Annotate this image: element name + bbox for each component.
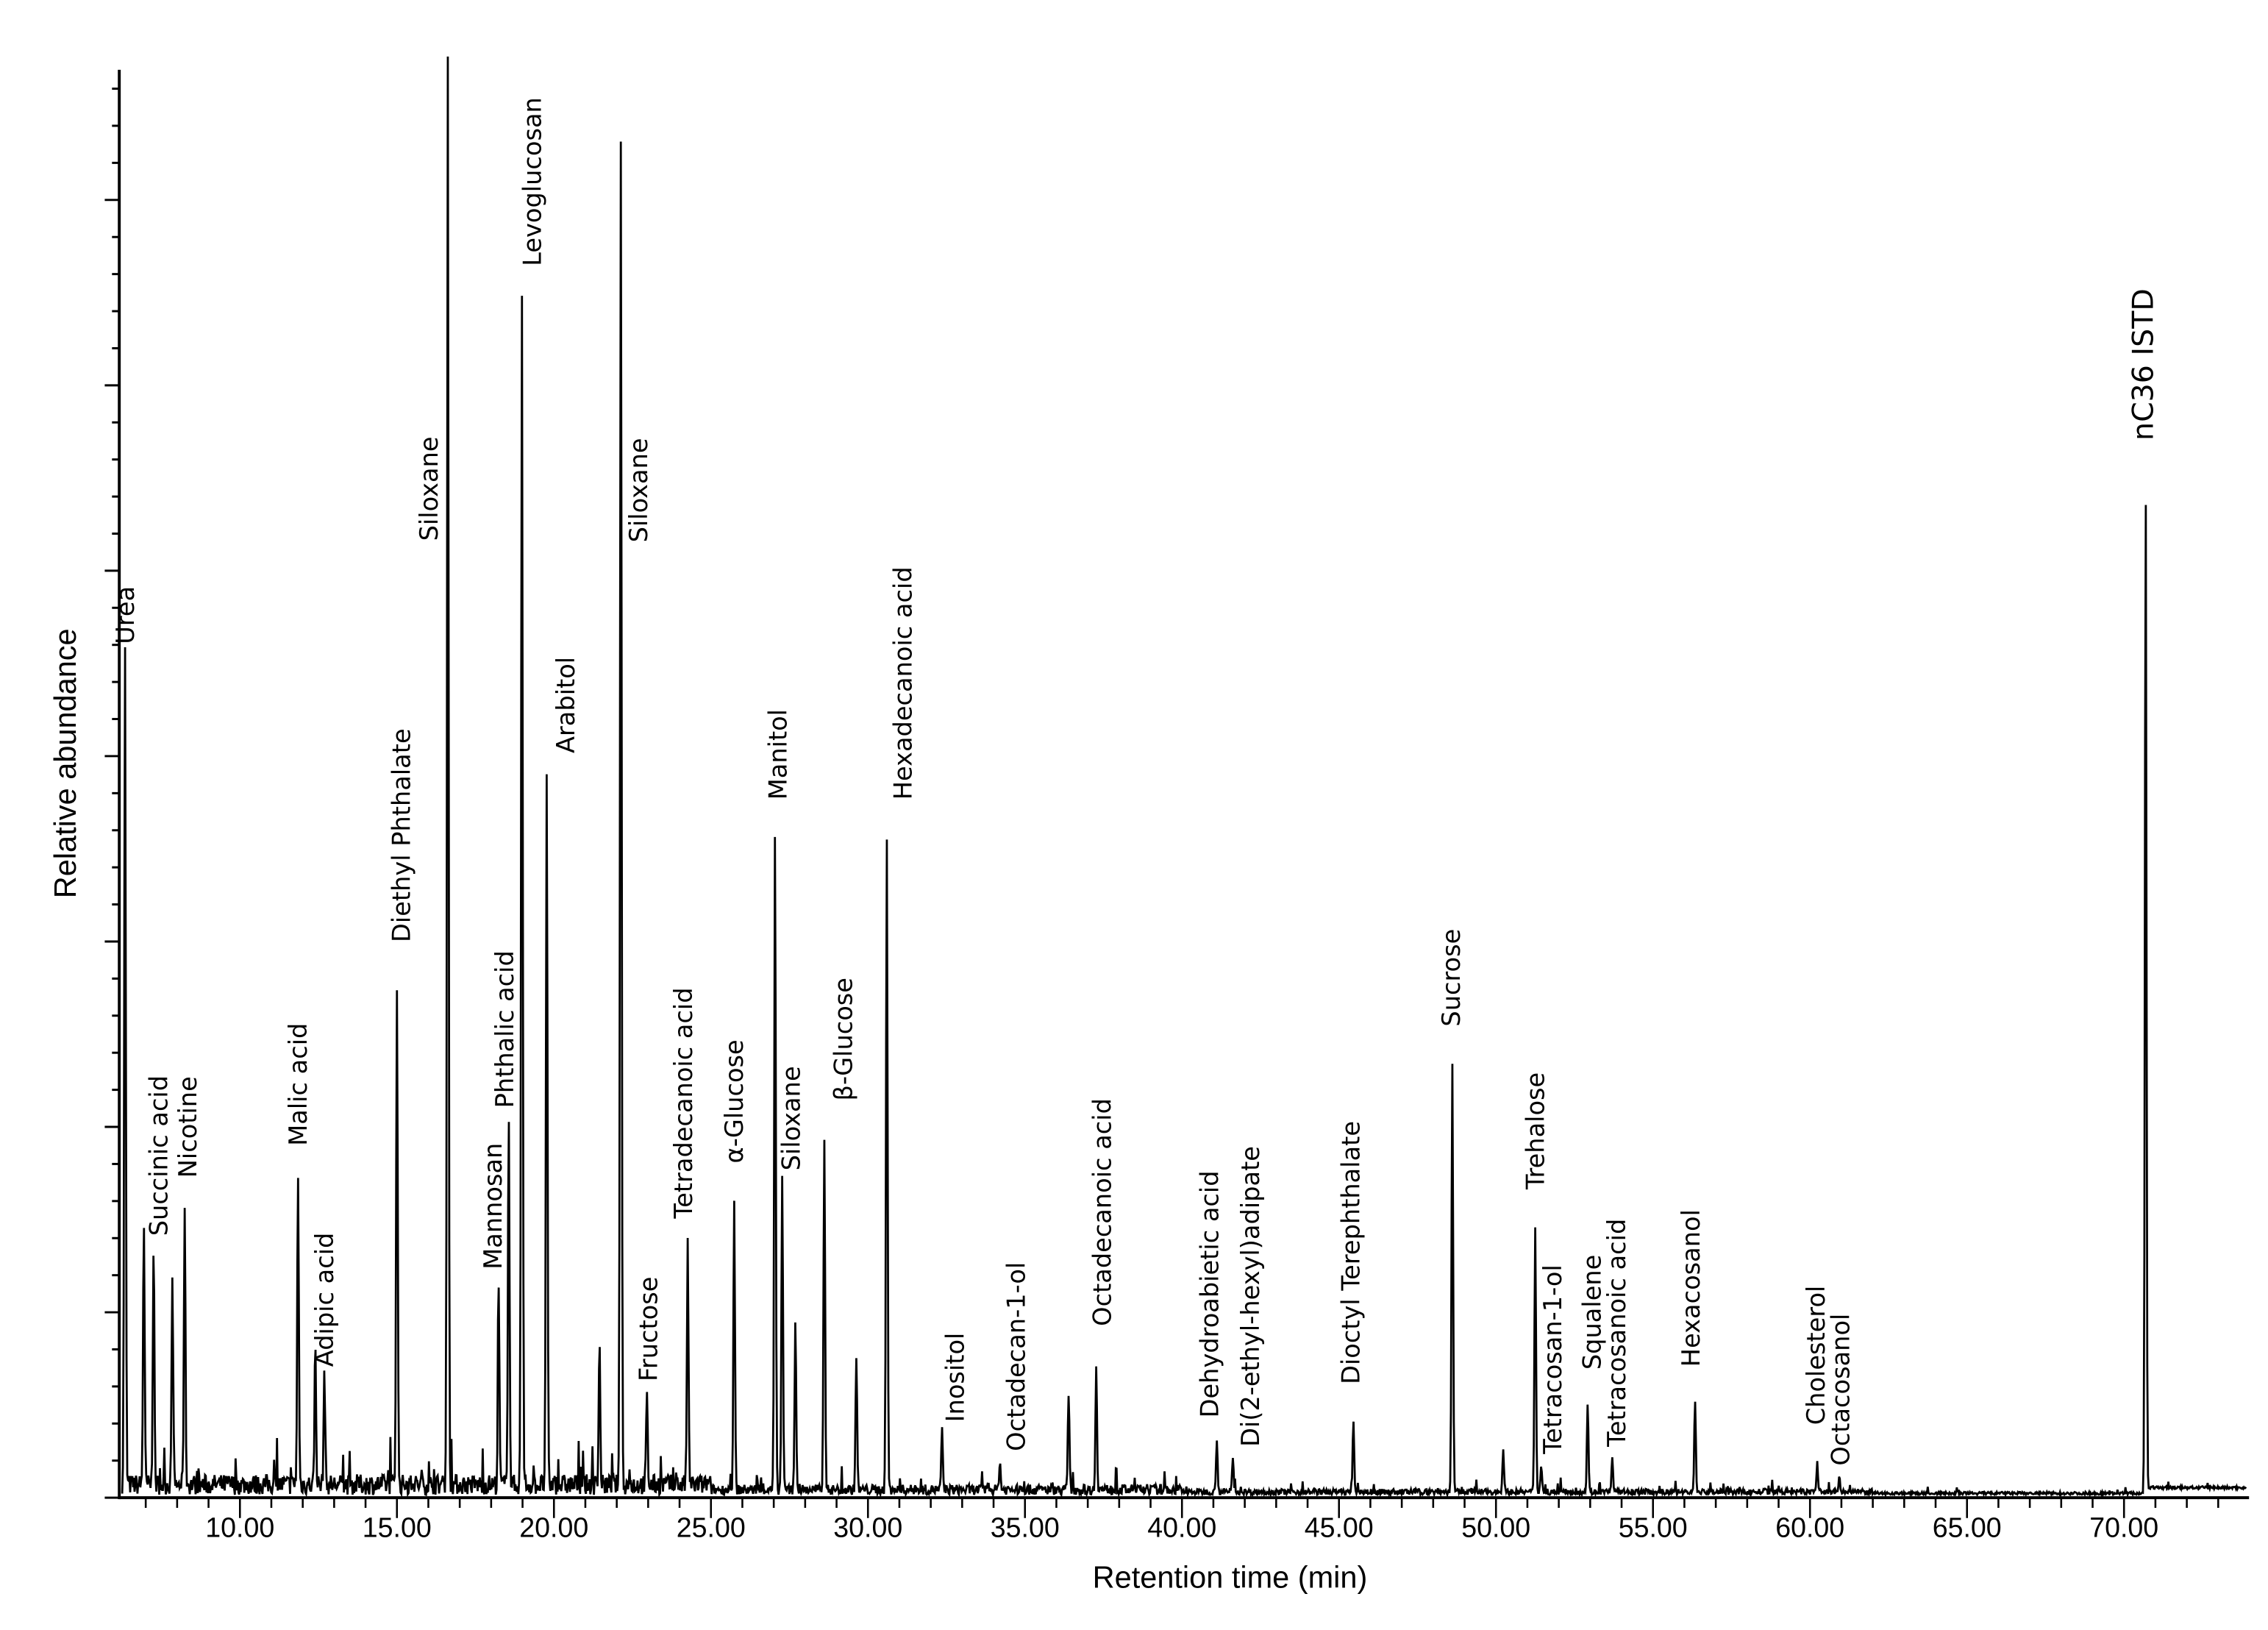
x-axis-label: Retention time (min) [1093, 1560, 1368, 1595]
x-ticks [144, 1498, 2219, 1518]
x-tick-label: 55.00 [1619, 1512, 1688, 1542]
peak-label: Trehalose [1521, 1072, 1550, 1190]
peak-label: Inositol [941, 1333, 970, 1423]
peak-label: Dioctyl Terephthalate [1336, 1121, 1365, 1384]
x-tick-label: 65.00 [1933, 1512, 2002, 1542]
x-tick-label: 20.00 [519, 1512, 588, 1542]
x-tick-labels: 10.00 15.00 20.00 25.00 30.00 35.00 40.00 45.00… [205, 1512, 2158, 1542]
peak-label: Phthalic acid [491, 950, 519, 1108]
x-tick-label: 35.00 [991, 1512, 1060, 1542]
peak-label: Mannosan [479, 1143, 507, 1270]
peak-label: Diethyl Phthalate [388, 728, 416, 942]
peak-label: Hexadecanoic acid [889, 566, 918, 800]
peak-label: Adipic acid [310, 1233, 339, 1367]
peak-label: Levoglucosan [518, 97, 546, 266]
x-tick-label: 25.00 [677, 1512, 746, 1542]
chromatogram-trace [121, 56, 2247, 1499]
peak-label: Hexacosanol [1677, 1209, 1705, 1367]
y-axis-label: Relative abundance [48, 628, 82, 898]
peak-label: Urea [111, 586, 140, 644]
peak-label: Di(2-ethyl-hexyl)adipate [1236, 1146, 1265, 1447]
peak-label: nC36 ISTD [2127, 288, 2161, 441]
peak-label: β-Glucose [829, 978, 857, 1100]
x-tick-label: 60.00 [1775, 1512, 1844, 1542]
x-tick-label: 15.00 [363, 1512, 432, 1542]
peak-label: Tetradecanoic acid [669, 987, 698, 1219]
peak-label: Dehydroabietic acid [1196, 1170, 1224, 1417]
x-tick-label: 50.00 [1461, 1512, 1530, 1542]
peak-label: Octadecan-1-ol [1002, 1262, 1031, 1451]
peak-label: Siloxane [415, 436, 443, 541]
peak-label: Cholesterol [1802, 1286, 1830, 1426]
x-tick-label: 10.00 [205, 1512, 274, 1542]
axes [118, 69, 2250, 1500]
x-tick-label: 70.00 [2089, 1512, 2158, 1542]
peak-label: Manitol [764, 709, 793, 800]
peak-label: Succinic acid [144, 1075, 173, 1236]
peak-label: Tetracosan-1-ol [1538, 1264, 1567, 1455]
peak-label: Sucrose [1437, 929, 1466, 1027]
peak-label: Nicotine [174, 1076, 202, 1178]
peak-label: Siloxane [624, 438, 653, 542]
peak-label: Octadecanoic acid [1088, 1098, 1116, 1326]
peak-label: Malic acid [284, 1023, 313, 1146]
x-tick-label: 40.00 [1147, 1512, 1216, 1542]
peak-label: α-Glucose [720, 1039, 749, 1163]
x-tick-label: 45.00 [1305, 1512, 1374, 1542]
y-ticks [104, 88, 120, 1499]
peak-label: Arabitol [552, 657, 580, 753]
peak-label: Octacosanol [1827, 1314, 1855, 1466]
peak-label: Siloxane [777, 1066, 805, 1170]
peak-label: Fructose [635, 1277, 663, 1381]
peak-label: Squalene [1578, 1255, 1607, 1370]
peak-labels: Urea Succinic acid Nicotine Malic acid Adipi… [111, 97, 2161, 1466]
peak-label: Tetracosanoic acid [1602, 1219, 1631, 1448]
x-tick-label: 30.00 [833, 1512, 902, 1542]
